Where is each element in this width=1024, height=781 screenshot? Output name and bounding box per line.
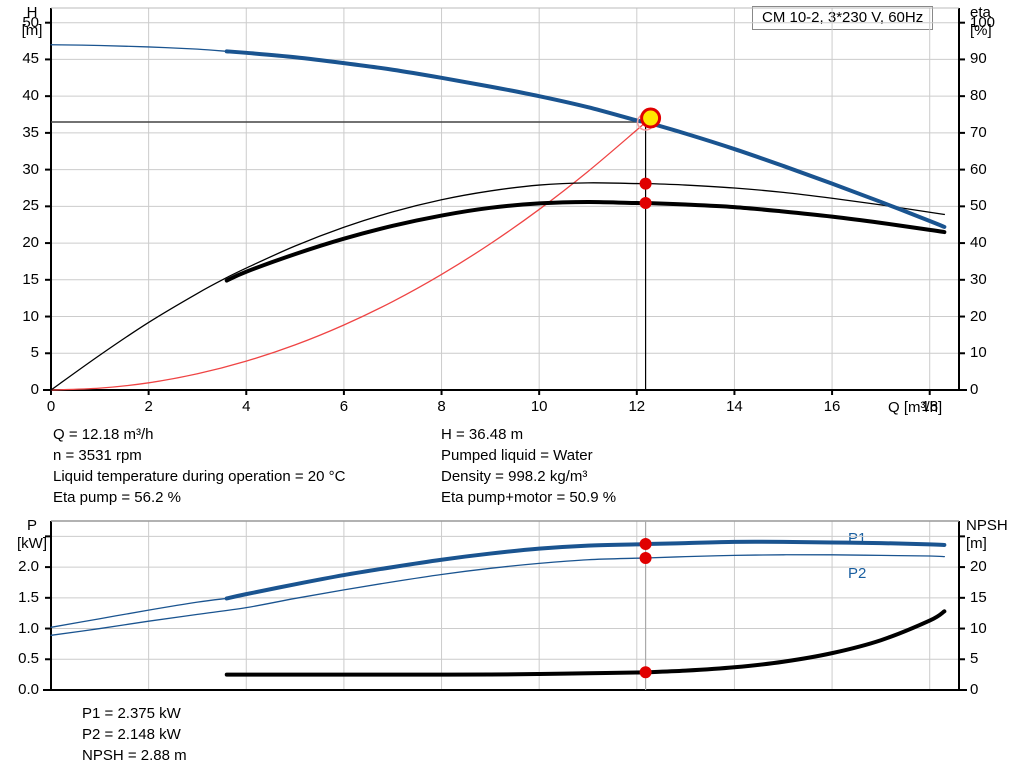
- axis-tick-label: 18: [921, 398, 939, 415]
- axis-tick-label: 0.0: [18, 681, 39, 698]
- top-chart-canvas: [43, 7, 967, 395]
- info-line-left-2: Liquid temperature during operation = 20…: [53, 468, 346, 485]
- axis-tick-label: 20: [22, 234, 39, 252]
- axis-tick-label: 0: [970, 381, 979, 398]
- axis-tick-label: 1.0: [18, 619, 39, 637]
- pump-title-box: CM 10-2, 3*230 V, 60Hz: [752, 6, 934, 30]
- axis-tick-label: 10: [970, 344, 987, 362]
- top-chart-y-right-title: eta [%]: [970, 4, 992, 39]
- axis-tick-label: 16: [823, 398, 841, 415]
- axis-tick-label: 4: [242, 398, 251, 415]
- axis-tick-label: 25: [22, 197, 39, 215]
- axis-tick-label: 0: [46, 398, 56, 415]
- axis-tick-label: 30: [22, 160, 39, 178]
- axis-tick-label: 40: [970, 234, 987, 252]
- axis-tick-label: 15: [22, 270, 39, 288]
- axis-tick-label: 30: [970, 270, 987, 288]
- info-line-right-0: H = 36.48 m: [441, 426, 524, 443]
- axis-tick-label: 45: [22, 50, 39, 68]
- axis-tick-label: 10: [22, 307, 39, 325]
- axis-tick-label: 5: [970, 650, 979, 668]
- axis-tick-label: 80: [970, 87, 987, 105]
- axis-tick-label: 20: [970, 307, 987, 325]
- axis-tick-label: 2: [144, 398, 153, 415]
- p2-curve-label: P2: [848, 565, 867, 582]
- axis-tick-label: 20: [970, 558, 987, 576]
- axis-tick-label: 35: [22, 123, 39, 141]
- axis-tick-label: 10: [970, 619, 987, 637]
- axis-tick-label: 50: [970, 197, 987, 215]
- axis-tick-label: 2.0: [18, 558, 39, 576]
- info-line-bottom-1: P2 = 2.148 kW: [82, 726, 181, 743]
- axis-tick-label: 90: [970, 50, 987, 68]
- bottom-chart-y-right-title: NPSH [m]: [966, 517, 1008, 552]
- bottom-chart-y-left-title: P [kW]: [17, 517, 47, 552]
- info-line-bottom-0: P1 = 2.375 kW: [82, 705, 181, 722]
- axis-tick-label: 60: [970, 160, 987, 178]
- info-line-bottom-2: NPSH = 2.88 m: [82, 747, 187, 764]
- axis-tick-label: 15: [970, 588, 987, 606]
- axis-tick-label: 12: [628, 398, 646, 415]
- info-line-right-3: Eta pump+motor = 50.9 %: [441, 489, 617, 506]
- axis-tick-label: 0.5: [18, 650, 39, 668]
- axis-tick-label: 70: [970, 123, 987, 141]
- axis-tick-label: 0: [30, 381, 39, 398]
- axis-tick-label: 0: [970, 681, 979, 698]
- top-chart-y-left-title: H [m]: [21, 4, 43, 39]
- top-chart-x-title: Q [m³/h]: [888, 399, 943, 416]
- axis-tick-label: 1.5: [18, 588, 39, 606]
- info-line-left-3: Eta pump = 56.2 %: [53, 489, 181, 506]
- info-line-left-1: n = 3531 rpm: [53, 447, 142, 464]
- axis-tick-label: 40: [22, 87, 39, 105]
- axis-tick-label: 6: [339, 398, 349, 415]
- info-line-right-1: Pumped liquid = Water: [441, 447, 593, 464]
- axis-tick-label: 8: [437, 398, 446, 415]
- info-line-right-2: Density = 998.2 kg/m³: [441, 468, 588, 485]
- axis-tick-label: 100: [970, 13, 996, 31]
- axis-tick-label: 5: [30, 344, 39, 362]
- axis-tick-label: 50: [22, 13, 39, 31]
- axis-tick-label: 14: [726, 398, 743, 415]
- info-line-left-0: Q = 12.18 m³/h: [53, 426, 154, 443]
- axis-tick-label: 10: [530, 398, 548, 415]
